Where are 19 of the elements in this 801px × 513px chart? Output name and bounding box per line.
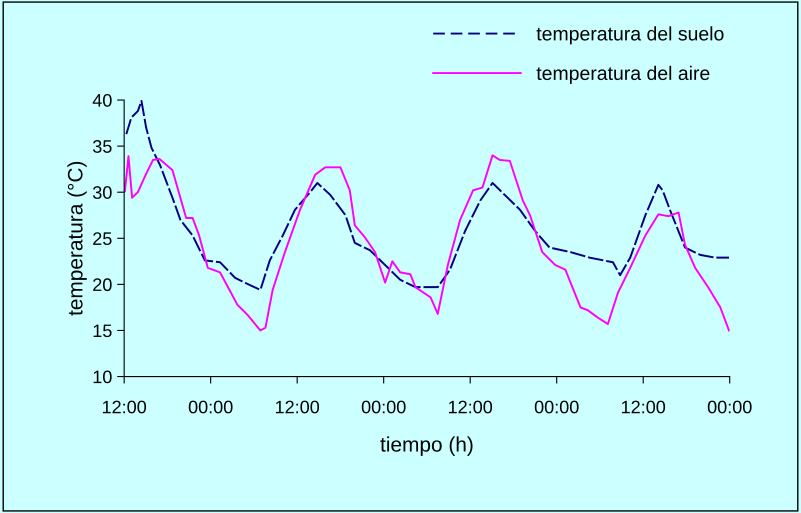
- x-axis-title: tiempo (h): [380, 436, 473, 456]
- legend-label: temperatura del suelo: [536, 26, 724, 44]
- x-tick-label: 12:00: [448, 400, 492, 414]
- x-tick-label: 00:00: [534, 400, 579, 414]
- x-tick-label: 12:00: [622, 400, 666, 414]
- y-tick-label: 40: [92, 94, 112, 107]
- y-tick-label: 20: [93, 278, 112, 292]
- x-tick-label: 12:00: [276, 400, 320, 414]
- y-axis-title: temperatura (°C): [67, 162, 87, 316]
- y-tick-label: 15: [94, 324, 112, 338]
- y-tick-label: 10: [94, 370, 112, 384]
- y-tick-label: 30: [92, 186, 112, 199]
- x-tick-label: 00:00: [708, 400, 752, 414]
- y-tick-label: 35: [92, 140, 112, 153]
- y-tick-label: 25: [93, 232, 112, 246]
- x-tick-label: 12:00: [102, 400, 146, 414]
- legend-label: temperatura del aire: [536, 66, 710, 84]
- x-tick-label: 00:00: [362, 400, 406, 414]
- x-tick-label: 00:00: [188, 400, 233, 414]
